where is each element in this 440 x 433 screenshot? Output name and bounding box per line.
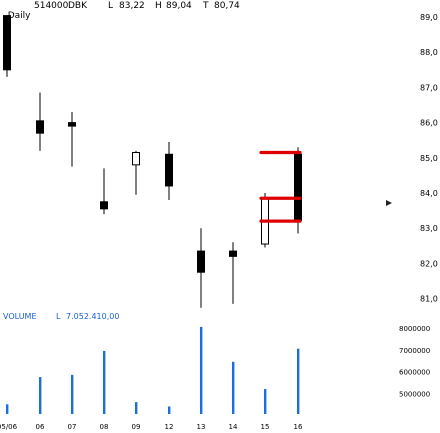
x-tick-label: 16 [294,423,303,431]
price-tick-label: 85,0 [420,154,438,163]
volume-tick-label: 6000000 [399,369,430,377]
price-tick-label: 86,0 [420,119,438,128]
candle-body [132,152,140,166]
volume-label: VOLUME [3,312,37,321]
price-tick-label: 84,0 [420,189,438,198]
last-label: T [203,1,209,11]
x-tick-label: 15 [261,423,270,431]
low-value: 83,22 [119,1,145,11]
volume-bar [297,348,300,414]
volume-bar [6,404,9,414]
instrument-code: 514000 [34,1,69,11]
low-label: L [108,1,114,11]
x-tick-label: 14 [229,423,238,431]
volume-axis: 8000000 7000000 6000000 5000000 [399,325,430,398]
volume-low-value: 7.052.410,00 [66,312,120,321]
x-tick-label: 13 [197,423,206,431]
period-label: Daily [7,11,31,21]
volume-bar [200,326,203,414]
volume-tick-label: 5000000 [399,390,430,398]
last-value: 80,74 [214,1,240,11]
volume-tick-label: 8000000 [399,325,430,333]
price-tick-label: 87,0 [420,83,438,92]
candles [3,15,302,308]
candle-body [68,122,76,127]
volume-bars [6,326,300,414]
volume-bar [71,374,74,414]
annotation-levels [259,150,302,223]
candle-body [165,153,173,187]
candle-body [197,250,205,273]
price-tick-label: 83,0 [420,224,438,233]
volume-bar [103,350,106,414]
chart-header: Daily [2,1,31,21]
x-tick-label: 07 [68,423,77,431]
high-label: H [155,1,162,11]
volume-bar [135,402,138,414]
volume-tick-label: 7000000 [399,347,430,355]
x-tick-label: 06 [36,423,45,431]
volume-bar [232,361,235,414]
high-value: 89,04 [166,1,192,11]
price-tick-label: 82,0 [420,259,438,268]
x-tick-label: 08 [100,423,109,431]
x-tick-label: 09 [132,423,141,431]
candle-body [36,120,44,134]
price-tick-label: 88,0 [420,48,438,57]
volume-low-label: L [56,312,61,321]
volume-bar [39,377,42,414]
x-tick-label: 12 [165,423,174,431]
price-tick-label: 89,0 [420,13,438,22]
price-axis: 89,0 88,0 87,0 86,0 85,0 84,0 83,0 82,0 81,0 [420,13,438,304]
x-axis: 05/06 06 07 08 09 12 13 14 15 16 [0,423,303,431]
price-tick-label: 81,0 [420,295,438,304]
x-tick-label: 05/06 [0,423,18,431]
candle-body [3,15,11,71]
price-pointer-icon [386,200,392,206]
volume-bar [168,406,171,414]
volume-bar [264,389,267,414]
candle-body [229,250,237,257]
candle-body [294,153,302,221]
instrument-symbol: DBK [68,1,88,11]
candle-body [100,201,108,210]
